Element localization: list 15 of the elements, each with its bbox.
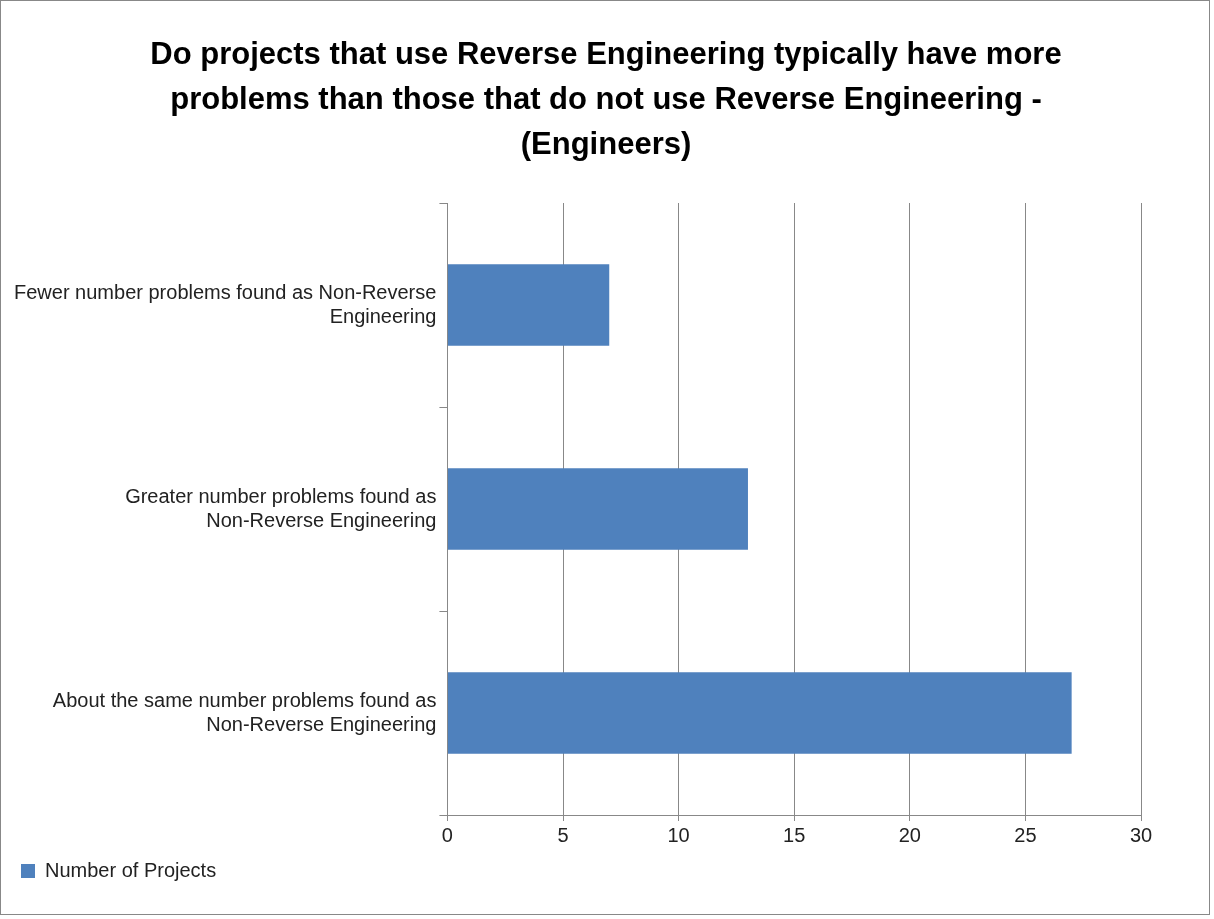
chart-title: Do projects that use Reverse Engineering typically have more problems than those that do not use Reverse Engineering - (Engineers)	[149, 35, 1063, 163]
x-tick-label: 10	[667, 823, 690, 846]
y-tick-label: Greater number problems found as Non-Reverse Engineering	[125, 484, 437, 531]
x-tick-label: 20	[898, 823, 921, 846]
x-tick-label: 5	[557, 823, 569, 846]
bar	[447, 672, 1072, 754]
x-tick-label: 25	[1014, 823, 1037, 846]
bar	[447, 264, 610, 346]
x-tick-label: 30	[1129, 823, 1153, 846]
legend-label: Number of Projects	[45, 858, 217, 881]
x-tick-label: 0	[441, 823, 453, 846]
y-tick-label: About the same number problems found as Non-Reverse Engineering	[52, 688, 437, 735]
x-tick-label: 15	[783, 823, 806, 846]
y-tick-label: Fewer number problems found as Non-Reverse Engineering	[13, 280, 437, 327]
bar	[447, 468, 748, 550]
